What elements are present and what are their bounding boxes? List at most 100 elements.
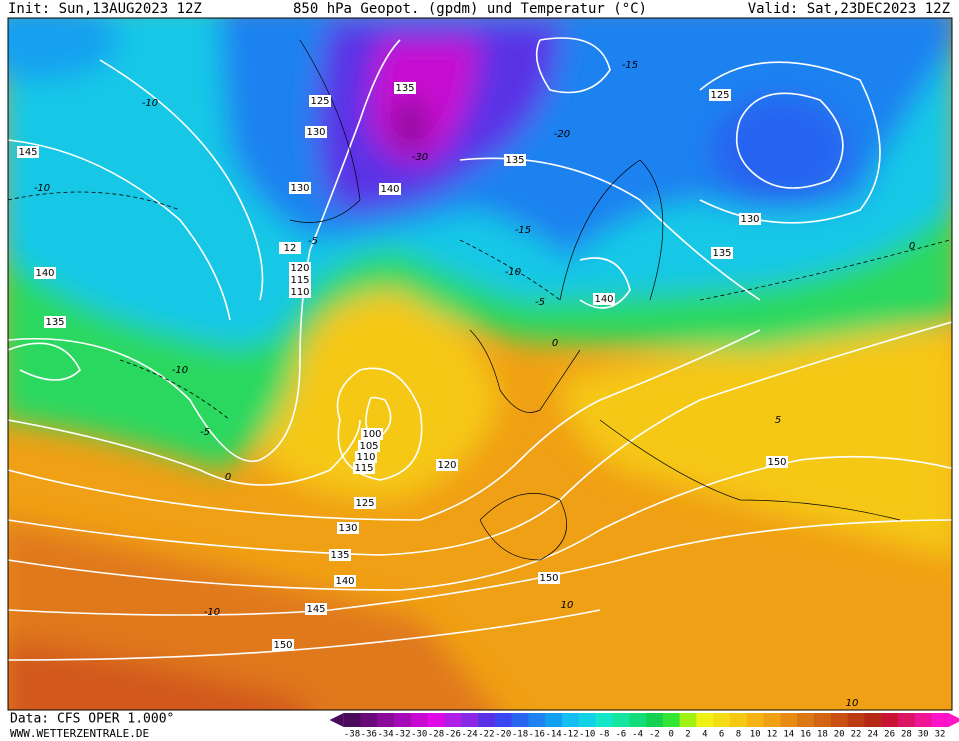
colorbar-label: 10 xyxy=(750,730,761,740)
geopotential-label-box xyxy=(361,428,383,440)
colorbar: -38 -36 -34 -32 -30 -28 -26 -24 -22 -20 -18 -16 -14-… xyxy=(329,713,959,740)
colorbar-label: -16 xyxy=(529,730,545,740)
geopotential-label: 120 xyxy=(290,263,309,274)
geopotential-label: 130 xyxy=(740,214,759,225)
colorbar-label: -12 xyxy=(562,730,578,740)
colorbar-label: -20 xyxy=(495,730,511,740)
colorbar-label: -24 xyxy=(461,730,477,740)
colorbar-swatch xyxy=(814,713,832,727)
geopotential-label: 115 xyxy=(354,463,373,474)
temperature-contours xyxy=(8,191,951,421)
temperature-label: 0 xyxy=(909,241,915,252)
colorbar-swatch xyxy=(578,713,597,727)
colorbar-swatch xyxy=(410,713,429,727)
geopotential-label-box xyxy=(305,603,327,615)
geopotential-label-box xyxy=(334,575,356,587)
geopotential-label: 145 xyxy=(18,147,37,158)
temperature-label: -10 xyxy=(204,607,220,618)
geopotential-label-box xyxy=(436,459,458,471)
geopotential-label: 150 xyxy=(767,457,786,468)
colorbar-swatch xyxy=(780,713,798,727)
geopotential-label-box xyxy=(309,95,331,107)
geopotential-label-box xyxy=(593,293,615,305)
colorbar-label: 18 xyxy=(817,730,828,740)
colorbar-label: 8 xyxy=(736,730,741,740)
coastlines xyxy=(289,39,901,561)
geopotential-label: 130 xyxy=(290,183,309,194)
colorbar-label: -32 xyxy=(394,730,410,740)
geopotential-label-box xyxy=(709,89,731,101)
colorbar-swatch xyxy=(511,713,529,727)
geopotential-label: 12 xyxy=(284,243,297,254)
geopotential-label: 145 xyxy=(306,604,325,615)
geopotential-label-box xyxy=(289,182,311,194)
colorbar-swatch xyxy=(646,713,664,727)
geopotential-label-box xyxy=(538,572,560,584)
colorbar-swatch xyxy=(830,713,849,727)
colorbar-swatch xyxy=(763,713,781,727)
colorbar-arrow-right xyxy=(948,713,959,727)
colorbar-label: 2 xyxy=(685,730,690,740)
temperature-label: -10 xyxy=(34,183,50,194)
geopotential-label: 135 xyxy=(330,550,349,561)
colorbar-label: 22 xyxy=(851,730,862,740)
geopotential-label: 125 xyxy=(355,498,374,509)
temperature-label: -10 xyxy=(172,365,188,376)
colorbar-swatch xyxy=(478,713,496,727)
geopotential-label: 150 xyxy=(273,640,292,651)
data-source: Data: CFS OPER 1.000° xyxy=(10,712,174,727)
geopotential-label-box xyxy=(354,497,376,509)
geopotential-label-box xyxy=(17,146,39,158)
geopotential-label-box xyxy=(711,247,733,259)
colorbar-label: 14 xyxy=(783,730,794,740)
colorbar-label: -2 xyxy=(649,730,660,740)
geopotential-label-box xyxy=(289,286,311,298)
geopotential-label: 115 xyxy=(290,275,309,286)
geopotential-label-box xyxy=(739,213,761,225)
geopotential-label: 125 xyxy=(310,96,329,107)
colorbar-swatch xyxy=(427,713,445,727)
colorbar-label: -22 xyxy=(478,730,494,740)
geopotential-label: 140 xyxy=(35,268,54,279)
temperature-label: -5 xyxy=(308,236,318,247)
colorbar-swatch xyxy=(881,713,899,727)
temperature-label: -30 xyxy=(412,152,428,163)
temperature-label: 5 xyxy=(775,415,781,426)
geopotential-label: 135 xyxy=(395,83,414,94)
colorbar-swatch xyxy=(343,713,361,727)
colorbar-label: -38 xyxy=(344,730,360,740)
colorbar-swatch xyxy=(746,713,765,727)
geopotential-label: 125 xyxy=(710,90,729,101)
colorbar-swatch xyxy=(545,713,563,727)
geopotential-label-box xyxy=(272,639,294,651)
temperature-label: 10 xyxy=(846,698,859,709)
temperature-label: -20 xyxy=(554,129,570,140)
colorbar-label: -26 xyxy=(445,730,461,740)
colorbar-swatch xyxy=(629,713,647,727)
colorbar-swatch xyxy=(797,713,815,727)
temperature-label: -15 xyxy=(515,225,531,236)
colorbar-label: -4 xyxy=(632,730,643,740)
colorbar-swatch xyxy=(528,713,546,727)
geopotential-label: 135 xyxy=(45,317,64,328)
temperature-label: 10 xyxy=(561,600,574,611)
geopotential-label-box xyxy=(504,154,526,166)
colorbar-swatch xyxy=(898,713,916,727)
colorbar-label: 12 xyxy=(767,730,778,740)
colorbar-label: 24 xyxy=(867,730,878,740)
colorbar-label: -28 xyxy=(428,730,444,740)
colorbar-swatch xyxy=(864,713,882,727)
temperature-label: -5 xyxy=(200,427,210,438)
colorbar-swatch xyxy=(494,713,513,727)
geopotential-label-box xyxy=(353,462,375,474)
geopotential-label-box xyxy=(279,242,301,254)
map-frame xyxy=(7,17,953,711)
colorbar-swatch xyxy=(360,713,378,727)
colorbar-label: 28 xyxy=(901,730,912,740)
geopotential-label-box xyxy=(766,456,788,468)
colorbar-swatch xyxy=(713,713,731,727)
colorbar-label: 26 xyxy=(884,730,895,740)
geopotential-label-box xyxy=(394,82,416,94)
